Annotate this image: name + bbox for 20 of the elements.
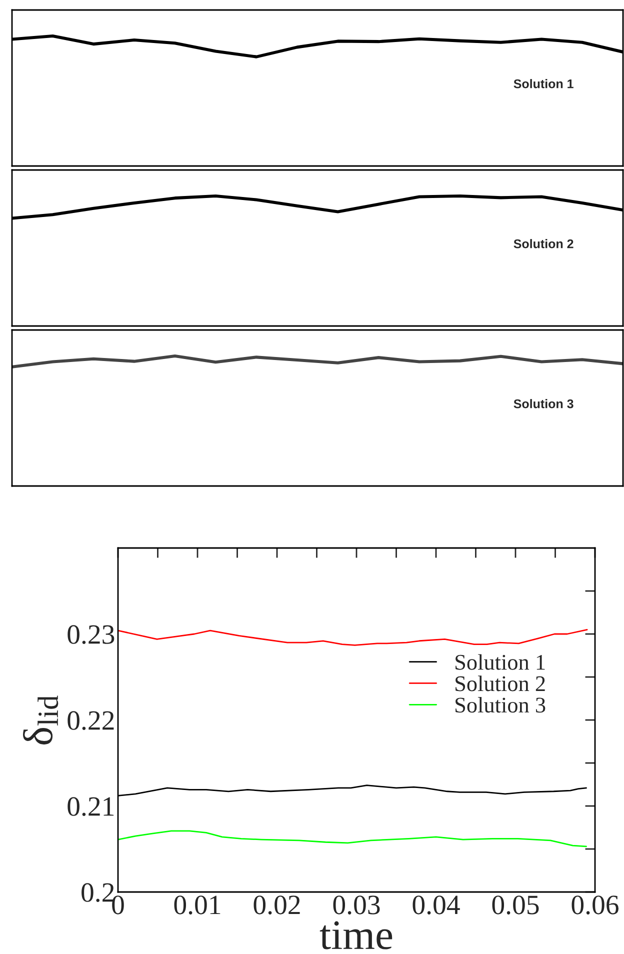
x-tick-label: 0.02 (254, 896, 300, 914)
legend-label: Solution 3 (456, 696, 546, 713)
line-series (118, 629, 588, 646)
x-axis-title: time (320, 921, 392, 950)
legend-label: Solution 1 (456, 654, 545, 670)
x-tick-label: 0.03 (333, 896, 380, 914)
x-tick-label: 0.04 (412, 896, 460, 914)
line-series (118, 830, 587, 848)
x-tick-label: 0.05 (492, 896, 539, 914)
y-tick-label: 0.21 (68, 797, 114, 816)
y-axis-title: δ$_{lid}$ (23, 696, 58, 744)
annotation: Solution 1 (514, 79, 574, 88)
annotation: Solution 2 (514, 239, 574, 248)
legend-label: Solution 2 (456, 676, 545, 692)
annotation: Solution 3 (514, 399, 574, 408)
x-tick-label: 0.06 (572, 896, 618, 914)
x-tick-label: 0 (112, 896, 124, 914)
y-tick-label: 0.22 (68, 711, 114, 730)
y-tick-label: 0.23 (68, 625, 114, 644)
x-tick-label: 0.01 (174, 896, 220, 914)
